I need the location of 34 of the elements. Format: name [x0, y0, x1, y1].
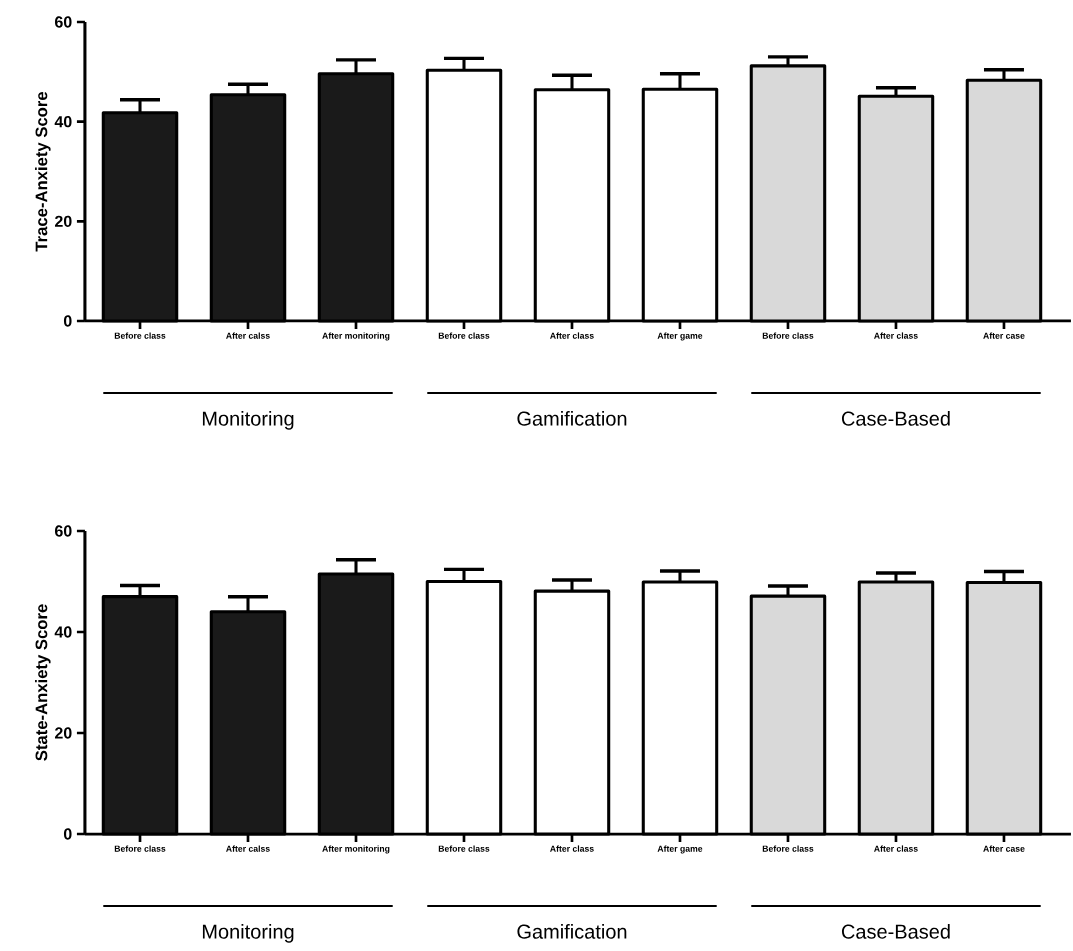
x-tick-label: Before class — [438, 845, 490, 852]
x-tick-label: After class — [874, 845, 918, 852]
y-axis-title: Trace-Anxiety Score — [35, 91, 51, 252]
text: Monitoring — [202, 924, 294, 943]
y-tick-label: 60 — [55, 525, 72, 537]
y-axis-title: State-Anxiety Score — [35, 604, 51, 761]
text: Case-Based — [841, 411, 950, 426]
x-tick-label: Before class — [762, 845, 814, 852]
x-tick-label: After class — [550, 845, 594, 852]
y-tick-label: 40 — [54, 116, 72, 128]
y-tick-label: 40 — [54, 626, 72, 638]
x-tick-label: After monitoring — [322, 845, 390, 854]
text: Case-Based — [841, 924, 950, 939]
x-tick-label: Before class — [114, 332, 166, 339]
x-tick-label: After class — [550, 332, 594, 339]
y-tick-label: 20 — [54, 215, 72, 227]
y-tick-label: 0 — [63, 315, 72, 327]
x-tick-label: After class — [874, 332, 918, 339]
text: Monitoring — [202, 411, 294, 430]
y-tick-label: 60 — [55, 16, 72, 28]
x-tick-label: After calss — [226, 845, 270, 852]
x-tick-label: Before class — [438, 332, 490, 339]
x-tick-label: After case — [983, 332, 1025, 339]
x-tick-label: After game — [657, 845, 703, 854]
x-tick-label: Before class — [114, 845, 166, 852]
text: Gamification — [517, 924, 627, 939]
text: Gamification — [517, 411, 627, 426]
x-tick-label: After game — [657, 332, 703, 341]
x-tick-label: After calss — [226, 332, 270, 339]
y-tick-label: 20 — [54, 727, 72, 739]
x-tick-label: After case — [983, 845, 1025, 852]
y-tick-label: 0 — [63, 828, 72, 840]
x-tick-label: After monitoring — [322, 332, 390, 341]
x-tick-label: Before class — [762, 332, 814, 339]
